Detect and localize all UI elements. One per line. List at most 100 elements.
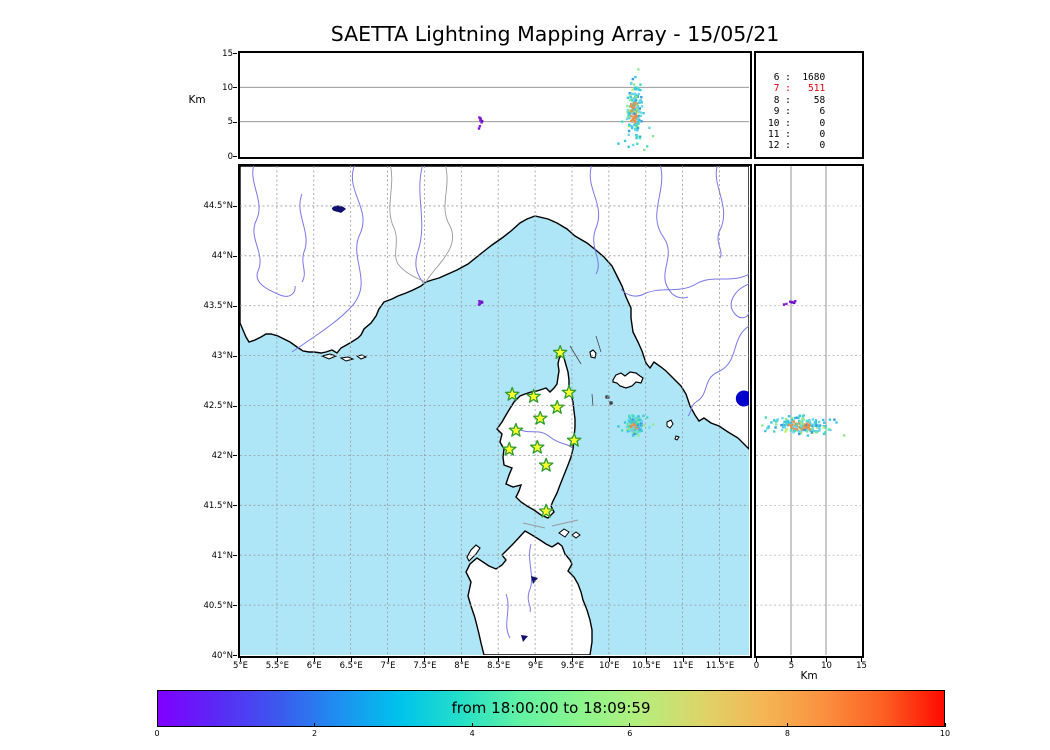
lightning-point — [797, 430, 800, 433]
lightning-point — [627, 129, 631, 133]
lightning-point — [631, 427, 635, 430]
lightning-point — [639, 111, 642, 114]
lightning-point — [634, 86, 637, 89]
tick-mark — [756, 658, 757, 662]
lightning-point — [776, 418, 779, 421]
lightning-point — [790, 421, 793, 425]
lightning-point — [640, 420, 644, 423]
lightning-point — [799, 420, 802, 423]
lightning-point — [479, 119, 482, 122]
tick-mark — [233, 605, 237, 607]
lightning-point — [620, 429, 624, 432]
lightning-point — [632, 418, 636, 421]
lightning-point — [627, 145, 630, 149]
lightning-point — [785, 302, 788, 306]
tick-mark — [233, 455, 237, 457]
lightning-point — [636, 126, 640, 130]
tick-mark — [233, 505, 237, 507]
lightning-point — [785, 422, 788, 425]
lightning-point — [810, 431, 813, 434]
lightning-point — [637, 116, 640, 119]
lat-tick-label: 43°N — [211, 351, 233, 362]
lightning-point — [773, 430, 776, 433]
lightning-point — [801, 417, 804, 420]
lightning-point — [822, 426, 825, 429]
lightning-point — [631, 106, 635, 110]
lightning-point — [799, 431, 803, 435]
lightning-point — [809, 424, 813, 427]
lightning-point — [785, 428, 789, 431]
lightning-point — [640, 424, 643, 427]
small-islands — [320, 349, 680, 562]
lightning-point — [628, 123, 631, 126]
lightning-point — [634, 99, 637, 102]
lightning-point — [801, 423, 804, 426]
lightning-point — [815, 431, 818, 434]
station-count-row: 10 : 0 — [768, 117, 826, 129]
lon-tick-label: 9°E — [528, 661, 544, 671]
lightning-point — [795, 416, 799, 419]
lightning-point — [628, 116, 631, 120]
lightning-point — [790, 425, 793, 429]
lightning-point — [628, 92, 631, 95]
lightning-point — [805, 426, 808, 429]
lightning-point — [632, 110, 635, 114]
lightning-point — [638, 430, 642, 433]
lightning-point — [636, 118, 639, 121]
lightning-point — [630, 125, 634, 129]
lightning-point — [630, 427, 633, 431]
lightning-point — [635, 124, 638, 128]
lightning-point — [638, 107, 642, 110]
lightning-point — [632, 97, 636, 101]
country-borders — [389, 166, 579, 529]
lightning-point — [637, 420, 640, 423]
lightning-point — [790, 424, 793, 428]
lightning-point — [633, 110, 637, 113]
tick-mark — [786, 723, 788, 727]
tick-mark — [350, 658, 352, 662]
lightning-point — [479, 117, 482, 120]
lightning-point — [784, 418, 788, 421]
lightning-point — [637, 114, 641, 118]
lightning-point — [635, 133, 638, 137]
lightning-point — [634, 128, 637, 132]
lon-tick-label: 10°E — [599, 661, 620, 671]
lightning-point — [784, 430, 787, 433]
lightning-point — [800, 428, 804, 431]
lightning-point — [628, 416, 632, 420]
lightning-point — [640, 120, 643, 123]
lightning-point — [798, 414, 801, 418]
colorbar-tick-label: 8 — [784, 729, 790, 738]
lon-tick-label: 8°E — [454, 661, 470, 671]
lightning-point — [807, 425, 811, 429]
lightning-point — [631, 143, 635, 147]
lightning-point — [627, 133, 630, 136]
lightning-point — [478, 124, 482, 128]
colorbar-tick-label: 4 — [469, 729, 475, 738]
lightning-point — [646, 145, 649, 148]
tick-mark — [791, 658, 792, 662]
lightning-point — [637, 122, 640, 125]
lightning-point — [628, 110, 631, 113]
lightning-point — [796, 428, 799, 432]
lightning-point — [651, 134, 655, 138]
tick-mark — [233, 87, 237, 89]
lightning-point — [767, 425, 770, 428]
tick-mark — [233, 121, 237, 123]
lightning-point — [636, 423, 640, 427]
lightning-point — [626, 430, 630, 433]
lightning-point — [799, 424, 803, 427]
lightning-point — [811, 418, 815, 421]
tick-mark — [233, 53, 237, 54]
lightning-point — [633, 87, 637, 91]
station-star-icon — [538, 503, 554, 518]
lakes — [332, 205, 538, 642]
lightning-point — [633, 123, 636, 126]
tick-mark — [233, 555, 237, 557]
lightning-point — [635, 102, 639, 105]
lightning-point — [808, 420, 812, 423]
station-star-icon — [561, 384, 577, 399]
lightning-point — [477, 127, 481, 130]
tick-mark — [276, 658, 278, 662]
tick-mark — [461, 658, 463, 662]
